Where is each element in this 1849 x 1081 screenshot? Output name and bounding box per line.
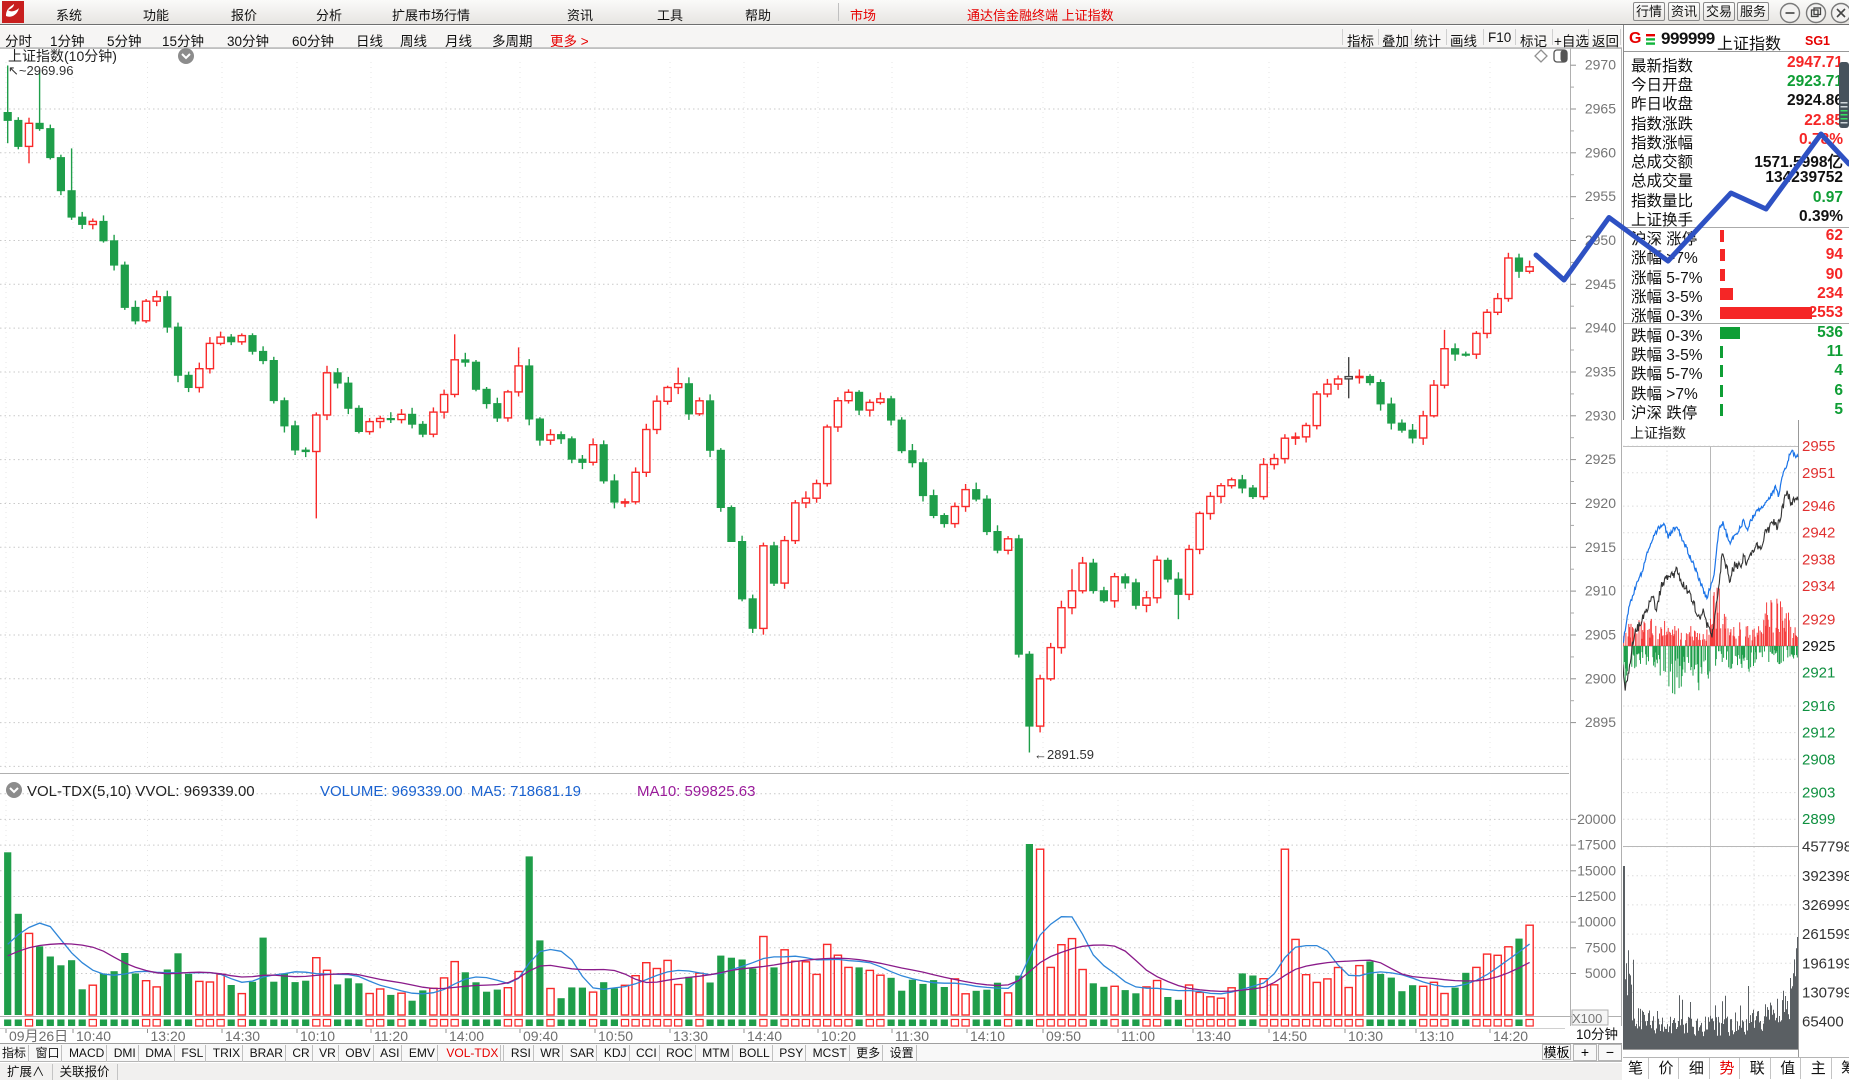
svg-text:15000: 15000: [1577, 862, 1616, 878]
svg-text:09:50: 09:50: [1046, 1028, 1081, 1044]
svg-text:10000: 10000: [1577, 914, 1616, 930]
svg-text:13:20: 13:20: [151, 1028, 186, 1044]
svg-text:2900: 2900: [1585, 670, 1616, 686]
svg-text:2938: 2938: [1802, 551, 1835, 568]
svg-text:2945: 2945: [1585, 276, 1616, 292]
svg-text:10分钟: 10分钟: [1576, 1026, 1618, 1042]
svg-text:2955: 2955: [1802, 438, 1835, 455]
svg-text:14:40: 14:40: [747, 1028, 782, 1044]
svg-text:2955: 2955: [1585, 188, 1616, 204]
svg-text:上证指数: 上证指数: [1630, 425, 1686, 441]
svg-text:5000: 5000: [1585, 965, 1616, 981]
svg-text:2925: 2925: [1802, 638, 1835, 655]
svg-text:14:00: 14:00: [449, 1028, 484, 1044]
svg-text:2929: 2929: [1802, 611, 1835, 628]
svg-text:392398: 392398: [1802, 868, 1849, 885]
svg-text:2934: 2934: [1802, 578, 1835, 595]
svg-text:12500: 12500: [1577, 888, 1616, 904]
svg-text:2935: 2935: [1585, 364, 1616, 380]
svg-text:11:00: 11:00: [1121, 1028, 1155, 1044]
svg-text:09:40: 09:40: [523, 1028, 558, 1044]
svg-text:261599: 261599: [1802, 926, 1849, 943]
svg-text:2915: 2915: [1585, 539, 1616, 555]
svg-text:↖~2969.96: ↖~2969.96: [8, 63, 73, 78]
svg-text:10:10: 10:10: [300, 1028, 335, 1044]
svg-text:11:20: 11:20: [374, 1028, 408, 1044]
svg-text:2942: 2942: [1802, 525, 1835, 542]
svg-text:17500: 17500: [1577, 837, 1616, 853]
svg-text:457798: 457798: [1802, 839, 1849, 856]
svg-text:326999: 326999: [1802, 897, 1849, 914]
svg-text:65400: 65400: [1802, 1014, 1844, 1031]
svg-text:2950: 2950: [1585, 232, 1616, 248]
svg-text:2903: 2903: [1802, 785, 1835, 802]
svg-text:2965: 2965: [1585, 101, 1616, 117]
svg-text:←2891.59: ←2891.59: [1034, 747, 1094, 762]
svg-text:2916: 2916: [1802, 698, 1835, 715]
svg-text:2951: 2951: [1802, 465, 1835, 482]
svg-text:2960: 2960: [1585, 144, 1616, 160]
svg-text:7500: 7500: [1585, 939, 1616, 955]
svg-text:MA10: 599825.63: MA10: 599825.63: [637, 783, 755, 800]
svg-text:VOLUME: 969339.00 MA5: 718681: VOLUME: 969339.00 MA5: 718681.19: [320, 783, 581, 800]
svg-text:14:10: 14:10: [970, 1028, 1005, 1044]
svg-text:09月26日: 09月26日: [9, 1028, 68, 1044]
svg-text:20000: 20000: [1577, 811, 1616, 827]
svg-text:2930: 2930: [1585, 407, 1616, 423]
svg-text:14:50: 14:50: [1272, 1028, 1307, 1044]
svg-text:2925: 2925: [1585, 451, 1616, 467]
svg-text:2905: 2905: [1585, 627, 1616, 643]
svg-text:2970: 2970: [1585, 57, 1616, 73]
svg-text:11:30: 11:30: [895, 1028, 929, 1044]
svg-text:10:40: 10:40: [76, 1028, 111, 1044]
svg-text:VOL-TDX(5,10) VVOL: 969339.00: VOL-TDX(5,10) VVOL: 969339.00: [27, 783, 255, 800]
svg-text:10:50: 10:50: [598, 1028, 633, 1044]
svg-text:2920: 2920: [1585, 495, 1616, 511]
svg-text:2940: 2940: [1585, 320, 1616, 336]
svg-text:2910: 2910: [1585, 583, 1616, 599]
svg-text:14:30: 14:30: [225, 1028, 260, 1044]
svg-text:2895: 2895: [1585, 714, 1616, 730]
svg-text:2899: 2899: [1802, 811, 1835, 828]
svg-text:10:30: 10:30: [1348, 1028, 1383, 1044]
svg-text:130799: 130799: [1802, 985, 1849, 1002]
svg-text:14:20: 14:20: [1493, 1028, 1528, 1044]
svg-text:X100: X100: [1572, 1011, 1602, 1026]
svg-text:2946: 2946: [1802, 498, 1835, 515]
svg-text:2912: 2912: [1802, 725, 1835, 742]
svg-text:2921: 2921: [1802, 665, 1835, 682]
svg-text:2908: 2908: [1802, 751, 1835, 768]
svg-text:196199: 196199: [1802, 955, 1849, 972]
svg-text:上证指数(10分钟): 上证指数(10分钟): [8, 48, 117, 64]
svg-text:13:30: 13:30: [673, 1028, 708, 1044]
svg-text:13:40: 13:40: [1196, 1028, 1231, 1044]
svg-text:10:20: 10:20: [821, 1028, 856, 1044]
svg-text:13:10: 13:10: [1419, 1028, 1454, 1044]
